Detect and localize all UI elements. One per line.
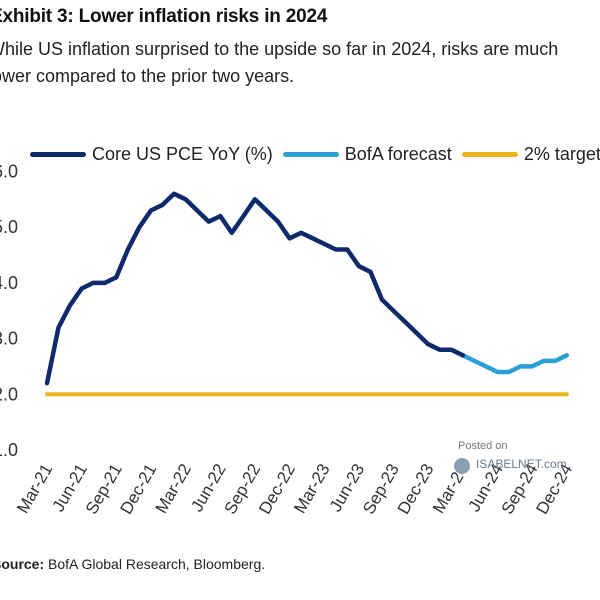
source-note: Source: BofA Global Research, Bloomberg. (0, 556, 265, 572)
legend-swatch-target (461, 151, 518, 157)
y-tick-label: 3.0 (0, 329, 18, 349)
chart-legend: Core US PCE YoY (%) BofA forecast 2% tar… (30, 142, 600, 166)
subtitle-line-2: lower compared to the prior two years. (0, 66, 295, 86)
forecast-line (460, 353, 570, 375)
core-pce-line (44, 191, 466, 386)
watermark: Posted on ISABELNET.com (440, 440, 590, 480)
legend-label-target: 2% target (523, 143, 600, 164)
source-label: Source: (0, 556, 45, 572)
watermark-posted: Posted on (458, 440, 508, 452)
legend-swatch-forecast (282, 151, 339, 157)
y-tick-label: 1.0 (0, 440, 18, 460)
y-tick-label: 2.0 (0, 384, 18, 404)
y-tick-label: 4.0 (0, 273, 18, 293)
legend-item-core: Core US PCE YoY (%) (30, 144, 273, 165)
legend-label-forecast: BofA forecast (344, 143, 452, 164)
subtitle-line-1: While US inflation surprised to the upsi… (0, 39, 559, 59)
legend-swatch-core (30, 151, 86, 157)
isabelnet-logo-icon (454, 458, 470, 474)
legend-item-forecast: BofA forecast (282, 143, 452, 165)
chart-title: Exhibit 3: Lower inflation risks in 2024 (0, 6, 328, 27)
source-text: BofA Global Research, Bloomberg. (48, 556, 266, 572)
y-tick-label: 6.0 (0, 162, 18, 182)
x-tick-label: Mar-21 (13, 461, 56, 517)
chart-subtitle: While US inflation surprised to the upsi… (0, 36, 598, 90)
watermark-site: ISABELNET.com (476, 457, 567, 471)
y-tick-label: 5.0 (0, 217, 18, 237)
legend-label-core: Core US PCE YoY (%) (92, 143, 273, 164)
legend-item-target: 2% target (461, 143, 600, 165)
